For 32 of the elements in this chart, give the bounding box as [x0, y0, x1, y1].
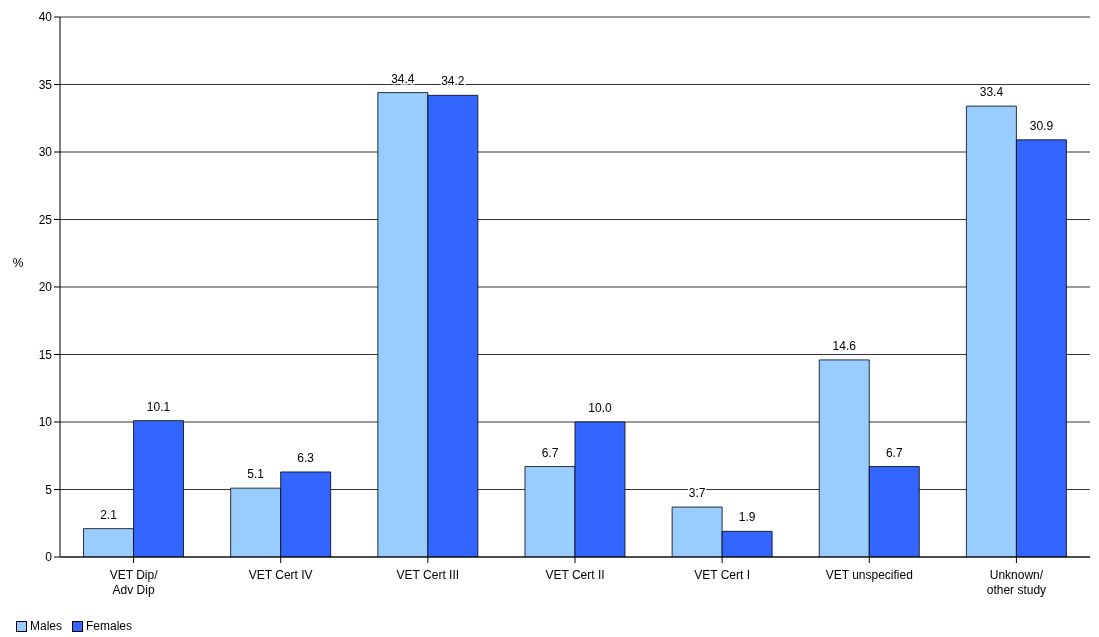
x-tick-label: VET Cert IV: [248, 568, 313, 582]
data-label: 10.1: [146, 399, 171, 414]
y-tick-label: 40: [38, 10, 53, 25]
y-tick-label: 15: [38, 347, 53, 362]
x-tick-label: Unknown/ other study: [986, 568, 1047, 597]
data-label: 6.7: [885, 445, 903, 460]
data-label: 3.7: [688, 486, 706, 501]
y-tick-label: 10: [38, 415, 53, 430]
data-label: 2.1: [100, 507, 118, 522]
y-tick-label: 25: [38, 212, 53, 227]
data-label: 6.3: [297, 450, 315, 465]
data-label: 14.6: [832, 338, 857, 353]
x-tick-label: VET Cert II: [545, 568, 605, 582]
data-label: 1.9: [738, 510, 756, 525]
data-label: 10.0: [588, 401, 612, 415]
legend-label: Males: [29, 619, 63, 633]
y-tick-label: 30: [38, 145, 53, 160]
data-label: 34.4: [391, 71, 415, 86]
x-tick-label: VET Cert III: [396, 568, 460, 582]
x-tick-label: VET unspecified: [825, 568, 913, 582]
y-axis-title: %: [12, 256, 24, 270]
legend-label: Females: [85, 619, 133, 633]
y-tick-label: 20: [38, 280, 53, 295]
data-label: 5.1: [247, 467, 265, 482]
y-tick-label: 5: [45, 482, 53, 497]
data-label: 30.9: [1029, 118, 1054, 133]
y-tick-label: 0: [45, 550, 53, 565]
data-label: 33.4: [979, 85, 1004, 100]
data-label: 6.7: [541, 445, 559, 460]
x-tick-label: VET Cert I: [694, 568, 751, 582]
y-tick-label: 35: [38, 77, 53, 92]
x-tick-label: VET Dip/ Adv Dip: [109, 568, 159, 597]
